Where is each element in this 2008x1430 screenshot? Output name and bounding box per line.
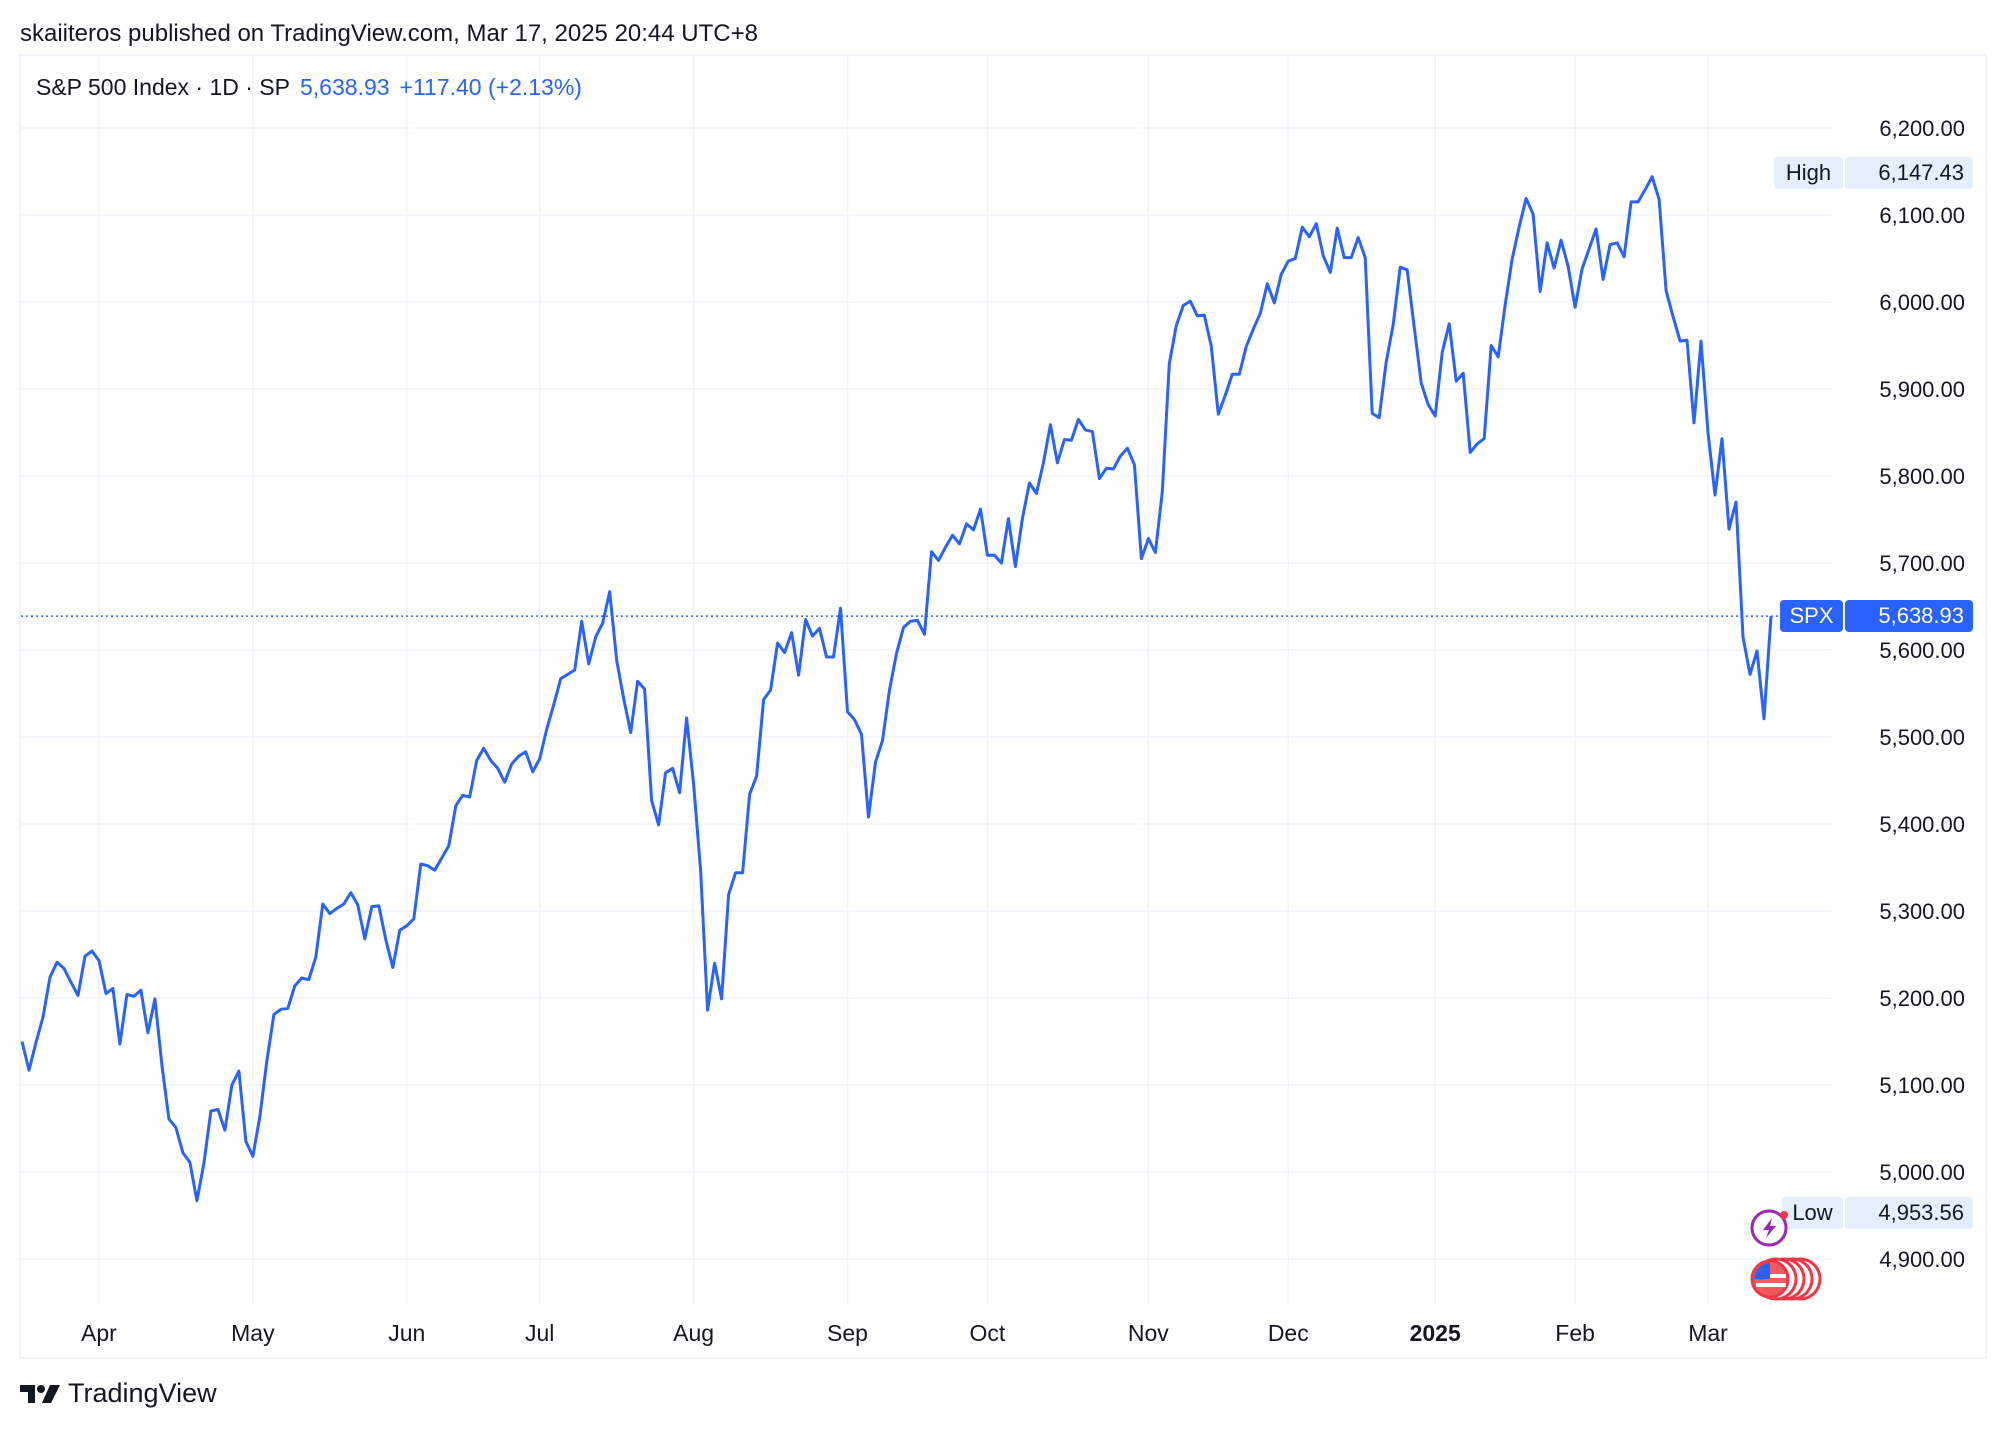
symbol-price-tag: SPX	[1780, 600, 1843, 632]
time-axis: Apr May Jun Jul Aug Sep Oct Nov Dec 2025 Feb Mar	[81, 1320, 1728, 1346]
symbol-description: S&P 500 Index · 1D · SP	[36, 74, 290, 100]
x-tick-label: Mar	[1688, 1320, 1728, 1346]
low-label: Low	[1782, 1197, 1843, 1229]
x-tick-label: Sep	[827, 1320, 868, 1346]
x-tick-label: May	[231, 1320, 275, 1346]
y-tick-label: 5,600.00	[1879, 638, 1965, 663]
price-change: +117.40 (+2.13%)	[399, 74, 582, 100]
chart-frame	[19, 54, 1987, 1359]
y-tick-label: 5,200.00	[1879, 986, 1965, 1011]
y-tick-label: 5,800.00	[1879, 464, 1965, 489]
y-tick-label: 5,100.00	[1879, 1073, 1965, 1098]
y-tick-label: 6,100.00	[1879, 203, 1965, 228]
y-tick-label: 6,000.00	[1879, 290, 1965, 315]
x-tick-label: Nov	[1128, 1320, 1169, 1346]
y-tick-label: 4,900.00	[1879, 1247, 1965, 1272]
x-tick-label: 2025	[1410, 1320, 1461, 1346]
us-flag-economic-events-icon[interactable]	[1748, 1256, 1828, 1302]
tradingview-logo-icon	[20, 1384, 60, 1403]
y-tick-label: 5,400.00	[1879, 812, 1965, 837]
high-value: 6,147.43	[1845, 157, 1973, 189]
high-label: High	[1774, 157, 1843, 189]
x-tick-label: Dec	[1268, 1320, 1309, 1346]
x-tick-label: Feb	[1555, 1320, 1595, 1346]
last-price: 5,638.93	[300, 74, 390, 100]
publisher-line: skaiiteros published on TradingView.com,…	[20, 20, 758, 47]
price-line	[20, 175, 1773, 1203]
chart-legend: S&P 500 Index · 1D · SP 5,638.93 +117.40 (…	[36, 74, 582, 101]
y-tick-label: 5,500.00	[1879, 725, 1965, 750]
brand-name: TradingView	[68, 1378, 217, 1408]
y-tick-label: 5,900.00	[1879, 377, 1965, 402]
y-tick-label: 5,300.00	[1879, 899, 1965, 924]
y-tick-label: 6,200.00	[1879, 116, 1965, 141]
low-value: 4,953.56	[1845, 1197, 1973, 1229]
tradingview-logo[interactable]: TradingView	[20, 1378, 217, 1409]
y-tick-label: 5,700.00	[1879, 551, 1965, 576]
x-tick-label: Jun	[388, 1320, 425, 1346]
y-tick-label: 5,000.00	[1879, 1160, 1965, 1185]
x-tick-label: Jul	[525, 1320, 554, 1346]
lightning-event-icon[interactable]	[1750, 1208, 1790, 1248]
price-axis: 4,900.00 5,000.00 5,100.00 5,200.00 5,300.00…	[1879, 116, 1965, 1272]
grid	[21, 56, 1832, 1305]
x-tick-label: Aug	[673, 1320, 714, 1346]
x-tick-label: Oct	[970, 1320, 1006, 1346]
x-tick-label: Apr	[81, 1320, 117, 1346]
price-tag-value: 5,638.93	[1845, 600, 1973, 632]
